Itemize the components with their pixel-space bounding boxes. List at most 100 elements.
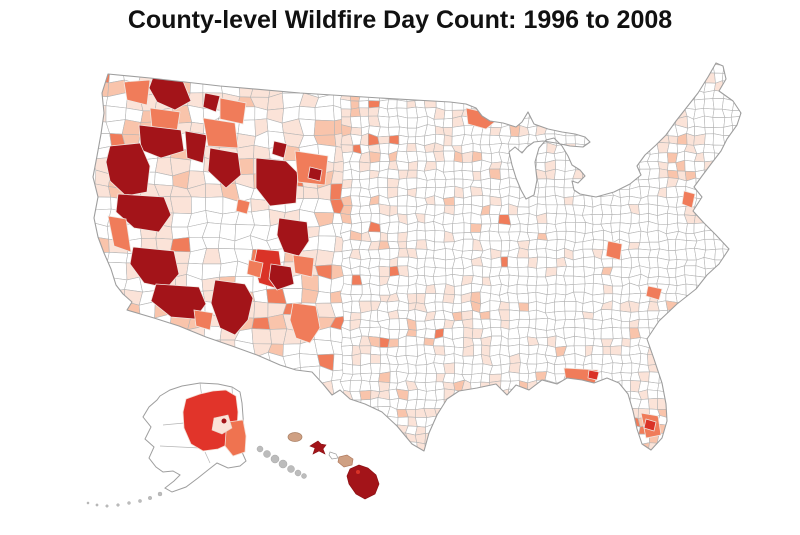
county-cell <box>315 459 336 473</box>
county-cell <box>593 116 605 128</box>
county-cell <box>479 310 491 320</box>
county-cell <box>667 327 678 339</box>
county-cell <box>582 63 594 66</box>
county-cell <box>507 256 519 268</box>
county-cell <box>453 461 465 470</box>
county-cell <box>525 92 539 100</box>
county-cell <box>759 408 769 418</box>
county-cell <box>695 450 706 451</box>
county-cell <box>397 231 408 243</box>
county-cell <box>536 97 547 111</box>
county-cell <box>752 222 761 233</box>
county-cell <box>358 100 369 109</box>
county-cell <box>490 450 502 451</box>
county-cell <box>648 452 660 462</box>
county-cell <box>517 64 530 76</box>
county-cell <box>619 73 631 85</box>
county-cell <box>730 266 741 278</box>
county-cell <box>731 161 741 172</box>
county-cell <box>554 116 567 128</box>
county-cell <box>721 188 735 199</box>
county-cell <box>471 363 484 375</box>
county-cell <box>535 72 547 84</box>
county-cell <box>315 63 335 72</box>
county-cell <box>377 442 390 451</box>
county-cell <box>731 460 742 472</box>
county-cell <box>759 63 771 75</box>
county-cell <box>341 399 354 409</box>
county-cell <box>601 462 611 471</box>
county-cell <box>170 236 191 253</box>
alaska-panhandle-island <box>294 469 302 477</box>
hotspot-w-arizona <box>193 309 214 331</box>
county-cell <box>714 407 725 418</box>
county-cell <box>593 442 603 451</box>
county-cell <box>555 72 568 84</box>
county-cell <box>646 71 658 84</box>
county-cell <box>370 397 379 408</box>
county-cell <box>342 64 353 74</box>
county-cell <box>342 169 353 181</box>
county-cell <box>740 301 741 313</box>
county-cell <box>461 151 474 163</box>
county-cell <box>526 284 537 294</box>
county-cell <box>573 81 585 92</box>
county-cell <box>298 106 316 121</box>
county-cell <box>387 63 399 74</box>
county-cell <box>368 90 381 102</box>
county-cell <box>630 145 641 155</box>
county-cell <box>740 423 741 435</box>
county-cell <box>731 283 741 295</box>
county-cell <box>739 399 741 410</box>
county-cell <box>712 310 724 322</box>
county-cell <box>470 417 482 427</box>
county-cell <box>444 178 456 188</box>
county-cell <box>620 452 631 461</box>
county-cell <box>600 258 613 268</box>
county-cell <box>510 443 520 451</box>
county-cell <box>452 63 463 65</box>
county-cell <box>619 161 632 172</box>
county-cell <box>519 223 529 233</box>
county-cell <box>470 186 484 197</box>
county-cell <box>657 90 667 102</box>
county-cell <box>389 424 399 436</box>
county-cell <box>453 285 462 296</box>
county-cell <box>676 327 688 339</box>
county-cell <box>527 256 539 269</box>
county-cell <box>574 318 585 329</box>
county-cell <box>600 382 614 391</box>
county-cell <box>759 151 769 162</box>
county-cell <box>610 205 622 215</box>
county-cell <box>702 63 715 65</box>
county-cell <box>647 398 659 410</box>
county-cell <box>591 461 602 470</box>
county-cell <box>535 443 549 451</box>
county-cell <box>724 425 733 435</box>
county-cell <box>156 342 177 358</box>
county-cell <box>712 345 725 357</box>
county-cell <box>705 461 715 470</box>
county-cell <box>702 310 715 322</box>
hotspot-nw-montana <box>202 92 221 113</box>
county-cell <box>517 169 530 180</box>
county-cell <box>423 90 437 101</box>
county-cell <box>377 433 391 444</box>
county-cell <box>676 63 688 67</box>
wildfire-hotspot-counties <box>105 76 696 439</box>
county-cell <box>753 364 762 371</box>
county-cell <box>341 363 354 375</box>
county-cell <box>518 99 531 111</box>
county-cell <box>639 353 649 366</box>
county-cell <box>536 379 547 391</box>
county-cell <box>284 67 305 85</box>
county-cell <box>378 258 391 268</box>
county-cell <box>480 72 492 83</box>
county-cell <box>218 63 240 71</box>
county-cell <box>535 406 547 418</box>
county-cell <box>369 372 381 382</box>
county-cell <box>472 170 482 181</box>
county-cell <box>489 108 502 119</box>
county-cell <box>712 336 725 348</box>
county-cell <box>266 379 287 395</box>
